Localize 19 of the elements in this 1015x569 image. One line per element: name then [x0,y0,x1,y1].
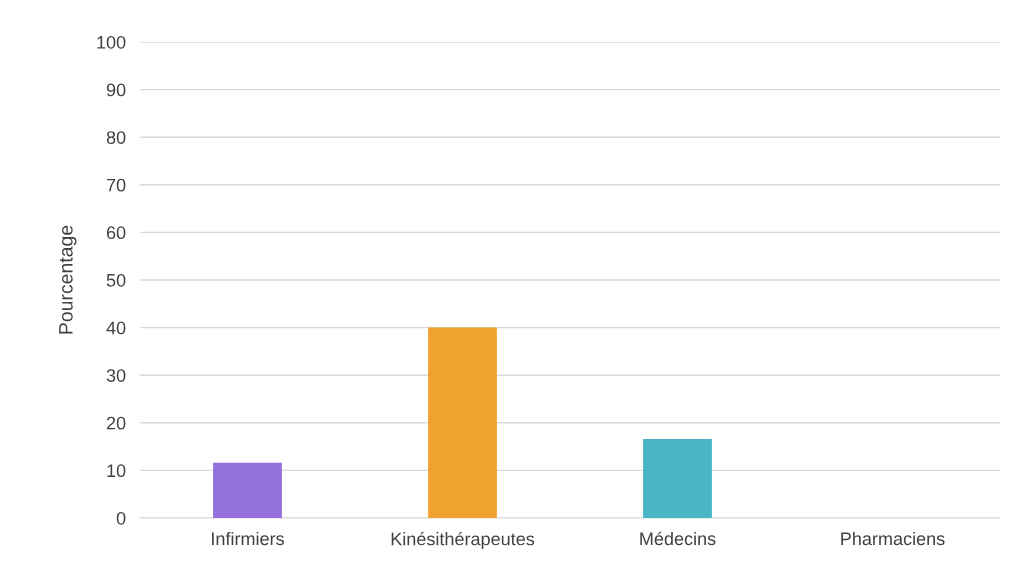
bar [643,438,712,518]
x-tick-label: Pharmaciens [841,531,945,546]
y-tick-label: 20 [106,416,126,430]
bar [213,462,282,518]
bar [428,327,497,518]
x-tick-label: Médecins [640,531,716,546]
x-tick-label: Kinésithérapeutes [391,531,535,549]
y-tick-label: 50 [106,273,126,287]
x-tick-label: Infirmiers [212,531,284,546]
y-tick-label: 40 [106,321,126,335]
y-tick-label: 80 [106,131,126,144]
y-axis-title: Pourcentage [59,225,77,334]
y-tick-label: 60 [106,226,126,240]
y-tick-label: 100 [97,35,126,49]
y-tick-label: 70 [106,178,126,192]
y-tick-label: 30 [106,369,126,382]
y-tick-label: 90 [106,83,126,97]
y-tick-label: 0 [116,511,126,525]
y-tick-label: 10 [107,464,126,478]
